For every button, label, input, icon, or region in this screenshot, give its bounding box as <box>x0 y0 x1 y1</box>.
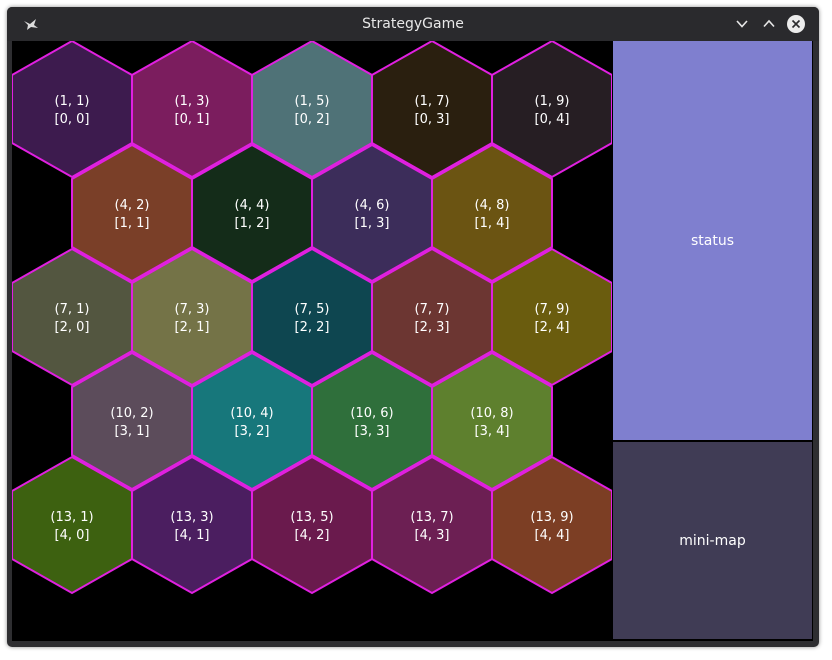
minimap-panel[interactable]: mini-map <box>613 442 812 639</box>
hex-coord-label: (13, 7) <box>410 510 453 525</box>
hex-coord-label: (7, 1) <box>55 302 90 317</box>
hex-coord-label: (4, 8) <box>475 198 510 213</box>
hex-index-label: [3, 4] <box>475 424 510 439</box>
hex-index-label: [0, 2] <box>295 112 330 127</box>
hex-index-label: [3, 3] <box>355 424 390 439</box>
maximize-button[interactable] <box>758 13 780 35</box>
chevron-down-icon <box>736 20 748 28</box>
hex-coord-label: (7, 7) <box>415 302 450 317</box>
hex-tile[interactable]: (1, 9) [0, 4] <box>491 41 612 179</box>
hex-index-label: [4, 2] <box>295 528 330 543</box>
app-icon <box>24 19 38 30</box>
hex-coord-label: (10, 6) <box>350 406 393 421</box>
hex-coord-label: (7, 3) <box>175 302 210 317</box>
hex-index-label: [1, 1] <box>115 216 150 231</box>
hex-index-label: [0, 0] <box>55 112 90 127</box>
hex-index-label: [4, 3] <box>415 528 450 543</box>
title-bar[interactable]: StrategyGame <box>7 7 819 41</box>
hex-tile[interactable]: (4, 6) [1, 3] <box>311 143 433 283</box>
hex-coord-label: (1, 9) <box>535 94 570 109</box>
hex-tile[interactable]: (4, 8) [1, 4] <box>431 143 553 283</box>
hex-tile[interactable]: (10, 8) [3, 4] <box>431 351 553 491</box>
hex-index-label: [4, 1] <box>175 528 210 543</box>
hex-tile[interactable]: (1, 7) [0, 3] <box>371 41 493 179</box>
hex-tile[interactable]: (1, 3) [0, 1] <box>131 41 253 179</box>
app-window: StrategyGame (1, 1) [0, 0] (1, 3) [0, 1] (1,… <box>7 7 819 647</box>
hex-tile[interactable]: (4, 2) [1, 1] <box>71 143 193 283</box>
close-button[interactable] <box>785 13 807 35</box>
hex-shape[interactable] <box>491 247 612 387</box>
hex-coord-label: (7, 9) <box>535 302 570 317</box>
hex-index-label: [2, 3] <box>415 320 450 335</box>
hex-index-label: [2, 1] <box>175 320 210 335</box>
hex-coord-label: (13, 5) <box>290 510 333 525</box>
hex-index-label: [2, 2] <box>295 320 330 335</box>
hex-tile[interactable]: (1, 1) [0, 0] <box>12 41 133 179</box>
hex-tile[interactable]: (13, 9) [4, 4] <box>491 455 612 595</box>
hex-coord-label: (1, 7) <box>415 94 450 109</box>
hex-index-label: [3, 1] <box>115 424 150 439</box>
hex-tile[interactable]: (13, 3) [4, 1] <box>131 455 253 595</box>
chevron-up-icon <box>763 19 775 28</box>
hex-shape[interactable] <box>431 143 553 283</box>
hex-index-label: [1, 2] <box>235 216 270 231</box>
hex-tile[interactable]: (7, 1) [2, 0] <box>12 247 133 387</box>
game-client-area: (1, 1) [0, 0] (1, 3) [0, 1] (1, 5) [0, 2] (1, … <box>12 41 813 641</box>
hex-tile[interactable]: (4, 4) [1, 2] <box>191 143 313 283</box>
hex-index-label: [1, 3] <box>355 216 390 231</box>
hex-index-label: [1, 4] <box>475 216 510 231</box>
hex-index-label: [0, 4] <box>535 112 570 127</box>
hex-tile[interactable]: (13, 7) [4, 3] <box>371 455 493 595</box>
hex-tile[interactable]: (13, 5) [4, 2] <box>251 455 373 595</box>
status-label: status <box>690 232 735 249</box>
hex-coord-label: (13, 9) <box>530 510 573 525</box>
close-icon <box>787 15 805 33</box>
hex-coord-label: (4, 2) <box>115 198 150 213</box>
hex-index-label: [0, 1] <box>175 112 210 127</box>
hex-coord-label: (10, 4) <box>230 406 273 421</box>
hex-coord-label: (10, 2) <box>110 406 153 421</box>
minimize-button[interactable] <box>731 13 753 35</box>
hex-coord-label: (1, 1) <box>55 94 90 109</box>
hex-tile[interactable]: (7, 9) [2, 4] <box>491 247 612 387</box>
window-title: StrategyGame <box>362 16 464 32</box>
hex-index-label: [2, 0] <box>55 320 90 335</box>
hex-tile[interactable]: (10, 2) [3, 1] <box>71 351 193 491</box>
hex-coord-label: (10, 8) <box>470 406 513 421</box>
status-panel[interactable]: status <box>613 41 812 440</box>
hex-tile[interactable]: (7, 3) [2, 1] <box>131 247 253 387</box>
hex-shape[interactable] <box>491 455 612 595</box>
hex-shape[interactable] <box>431 351 553 491</box>
hex-shape[interactable] <box>491 41 612 179</box>
hex-coord-label: (1, 3) <box>175 94 210 109</box>
hex-map[interactable]: (1, 1) [0, 0] (1, 3) [0, 1] (1, 5) [0, 2] (1, … <box>12 41 612 641</box>
minimap-label: mini-map <box>679 532 746 549</box>
hex-index-label: [3, 2] <box>235 424 270 439</box>
hex-coord-label: (1, 5) <box>295 94 330 109</box>
hex-index-label: [2, 4] <box>535 320 570 335</box>
hex-coord-label: (4, 6) <box>355 198 390 213</box>
hex-coord-label: (7, 5) <box>295 302 330 317</box>
hex-index-label: [0, 3] <box>415 112 450 127</box>
hex-coord-label: (13, 1) <box>50 510 93 525</box>
hex-coord-label: (13, 3) <box>170 510 213 525</box>
hex-coord-label: (4, 4) <box>235 198 270 213</box>
hex-index-label: [4, 0] <box>55 528 90 543</box>
hex-tile[interactable]: (10, 6) [3, 3] <box>311 351 433 491</box>
hex-index-label: [4, 4] <box>535 528 570 543</box>
